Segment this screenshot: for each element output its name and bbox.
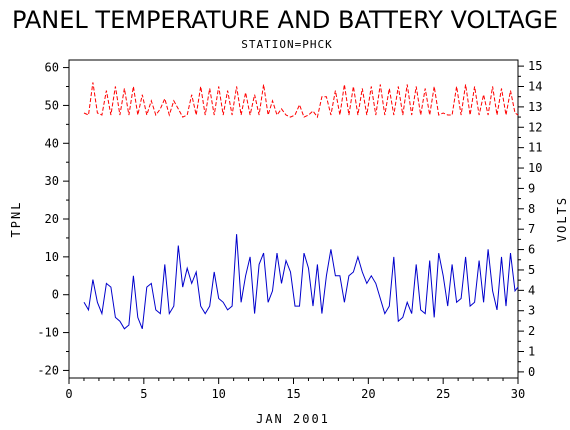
y2-tick-label: 7 <box>528 222 535 236</box>
y-tick-label: 30 <box>45 174 59 188</box>
y2-tick-label: 9 <box>528 181 535 195</box>
chart-subtitle: STATION=PHCK <box>241 38 332 51</box>
y2-axis-label: VOLTS <box>555 196 569 242</box>
y2-tick-label: 10 <box>528 161 542 175</box>
y-tick-label: -10 <box>37 326 59 340</box>
y-tick-label: 40 <box>45 136 59 150</box>
x-tick-label: 10 <box>211 387 225 401</box>
y2-tick-label: 12 <box>528 120 542 134</box>
y2-tick-label: 6 <box>528 243 535 257</box>
x-tick-label: 5 <box>140 387 147 401</box>
x-tick-label: 25 <box>436 387 450 401</box>
x-tick-label: 30 <box>511 387 525 401</box>
y-tick-label: 10 <box>45 250 59 264</box>
y-axis-left: -20 -10 0 10 20 30 40 50 60 <box>37 61 69 377</box>
x-tick-label: 20 <box>361 387 375 401</box>
series-line-volts <box>83 82 519 119</box>
y-tick-label: 50 <box>45 98 59 112</box>
y2-tick-label: 2 <box>528 324 535 338</box>
y-tick-label: 60 <box>45 61 59 75</box>
series-lines <box>83 82 519 330</box>
y2-tick-label: 5 <box>528 263 535 277</box>
y-axis-label: TPNL <box>9 201 23 238</box>
x-axis: 0 5 10 15 20 25 30 <box>65 378 525 401</box>
series-line-tpnl <box>83 234 519 330</box>
x-tick-label: 0 <box>65 387 72 401</box>
y-tick-label: 0 <box>52 288 59 302</box>
y2-tick-label: 8 <box>528 202 535 216</box>
y-tick-label: -20 <box>37 363 59 377</box>
chart-title: PANEL TEMPERATURE AND BATTERY VOLTAGE <box>12 6 558 34</box>
y2-tick-label: 14 <box>528 80 542 94</box>
y2-tick-label: 13 <box>528 100 542 114</box>
x-axis-label: JAN 2001 <box>256 412 330 426</box>
y2-tick-label: 1 <box>528 345 535 359</box>
y2-tick-label: 0 <box>528 365 535 379</box>
y2-tick-label: 3 <box>528 304 535 318</box>
y2-tick-label: 15 <box>528 59 542 73</box>
y2-tick-label: 4 <box>528 283 535 297</box>
y2-tick-label: 11 <box>528 141 542 155</box>
x-tick-label: 15 <box>286 387 300 401</box>
y-tick-label: 20 <box>45 212 59 226</box>
